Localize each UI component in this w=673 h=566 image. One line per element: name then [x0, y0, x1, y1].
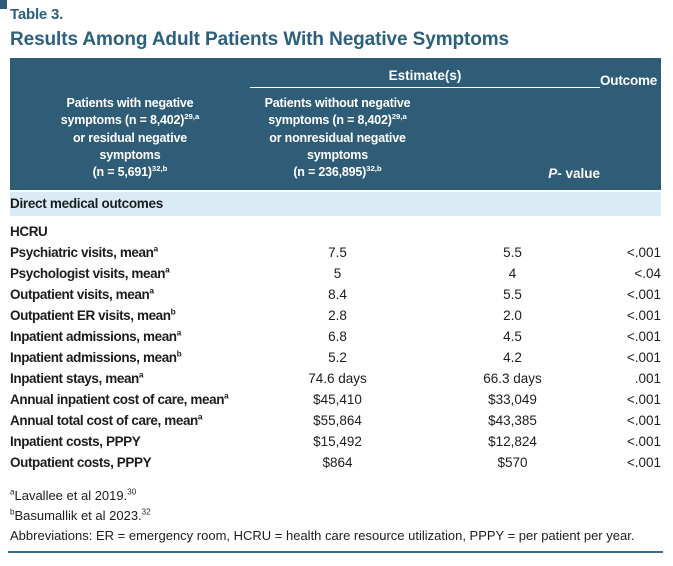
table-row: Psychologist visits, meana 5 4 <.04 [10, 263, 661, 284]
table-row: Outpatient costs, PPPY $864 $570 <.001 [10, 452, 661, 473]
table-number-label: Table 3. [10, 6, 64, 23]
footnote-a: aLavallee et al 2019.30 [10, 487, 137, 504]
footnote-b: bBasumallik et al 2023.32 [10, 507, 151, 523]
row-value-group2: 2.0 [503, 308, 522, 324]
row-value-group1: $55,864 [313, 413, 362, 429]
row-value-group1: 7.5 [328, 245, 347, 261]
row-value-group1: $15,492 [313, 434, 362, 450]
row-value-group1: $45,410 [313, 392, 362, 408]
row-value-group2: 5.5 [503, 245, 522, 261]
row-p-value: <.04 [634, 266, 661, 282]
table-header: Estimate(s) Outcome Patients with negati… [10, 58, 661, 191]
table-row: Outpatient ER visits, meanb 2.8 2.0 <.00… [10, 305, 661, 326]
row-p-value: <.001 [626, 329, 661, 345]
table-row: Annual total cost of care, meana $55,864… [10, 410, 661, 431]
row-label: Annual inpatient cost of care, meana [10, 390, 229, 408]
table-row: Outpatient visits, meana 8.4 5.5 <.001 [10, 284, 661, 305]
column-header-p-value: P- value [548, 166, 600, 182]
section-row-direct-medical-outcomes: Direct medical outcomes [10, 192, 661, 217]
row-value-group2: $570 [497, 455, 528, 471]
page-corner-mark [0, 0, 7, 9]
row-label: Inpatient costs, PPPY [10, 434, 141, 450]
table-body: HCRU Psychiatric visits, meana 7.5 5.5 <… [10, 221, 661, 473]
column-header-group1: Patients with negative symptoms (n = 8,4… [60, 96, 200, 179]
row-label: Psychiatric visits, meana [10, 243, 159, 261]
bottom-rule [8, 550, 663, 553]
row-value-group1: 5 [333, 266, 342, 282]
row-value-group1: 2.8 [328, 308, 347, 324]
table-row: Annual inpatient cost of care, meana $45… [10, 389, 661, 410]
table-row: HCRU [10, 221, 661, 242]
row-p-value: <.001 [626, 392, 661, 408]
column-header-outcome: Outcome [600, 73, 658, 88]
row-value-group1: 74.6 days [308, 371, 367, 387]
row-p-value: <.001 [626, 287, 661, 303]
row-value-group1: 5.2 [328, 350, 347, 366]
row-value-group2: $33,049 [488, 392, 537, 408]
row-label: Inpatient admissions, meana [10, 327, 182, 345]
row-value-group2: $43,385 [488, 413, 537, 429]
table-row: Inpatient costs, PPPY $15,492 $12,824 <.… [10, 431, 661, 452]
row-label: Outpatient ER visits, meanb [10, 306, 176, 324]
estimates-spanner-header: Estimate(s) [250, 64, 600, 88]
row-value-group2: 4.5 [503, 329, 522, 345]
row-value-group1: $864 [322, 455, 353, 471]
row-label: Psychologist visits, meana [10, 264, 170, 282]
row-value-group2: 4.2 [503, 350, 522, 366]
table-row: Inpatient admissions, meana 6.8 4.5 <.00… [10, 326, 661, 347]
row-value-group2: $12,824 [488, 434, 537, 450]
row-value-group1: 8.4 [328, 287, 347, 303]
row-value-group2: 4 [508, 266, 517, 282]
row-label: HCRU [10, 224, 48, 240]
row-p-value: .001 [634, 371, 661, 387]
row-p-value: <.001 [626, 413, 661, 429]
row-value-group2: 5.5 [503, 287, 522, 303]
row-p-value: <.001 [626, 434, 661, 450]
row-label: Inpatient admissions, meanb [10, 348, 182, 366]
table-row: Inpatient admissions, meanb 5.2 4.2 <.00… [10, 347, 661, 368]
table-title: Results Among Adult Patients With Negati… [10, 29, 509, 50]
row-value-group1: 6.8 [328, 329, 347, 345]
table-row: Inpatient stays, meana 74.6 days 66.3 da… [10, 368, 661, 389]
abbreviations-note: Abbreviations: ER = emergency room, HCRU… [10, 528, 635, 544]
row-value-group2: 66.3 days [483, 371, 542, 387]
row-label: Inpatient stays, meana [10, 369, 144, 387]
table-row: Psychiatric visits, meana 7.5 5.5 <.001 [10, 242, 661, 263]
row-label: Outpatient costs, PPPY [10, 455, 152, 471]
row-p-value: <.001 [626, 245, 661, 261]
row-p-value: <.001 [626, 350, 661, 366]
table-content: Table 3. Results Among Adult Patients Wi… [8, 6, 663, 553]
row-label: Outpatient visits, meana [10, 285, 154, 303]
row-p-value: <.001 [626, 455, 661, 471]
row-label: Annual total cost of care, meana [10, 411, 203, 429]
footnotes: aLavallee et al 2019.30 bBasumallik et a… [10, 486, 661, 546]
row-p-value: <.001 [626, 308, 661, 324]
column-header-group2: Patients without negative symptoms (n = … [264, 96, 411, 179]
